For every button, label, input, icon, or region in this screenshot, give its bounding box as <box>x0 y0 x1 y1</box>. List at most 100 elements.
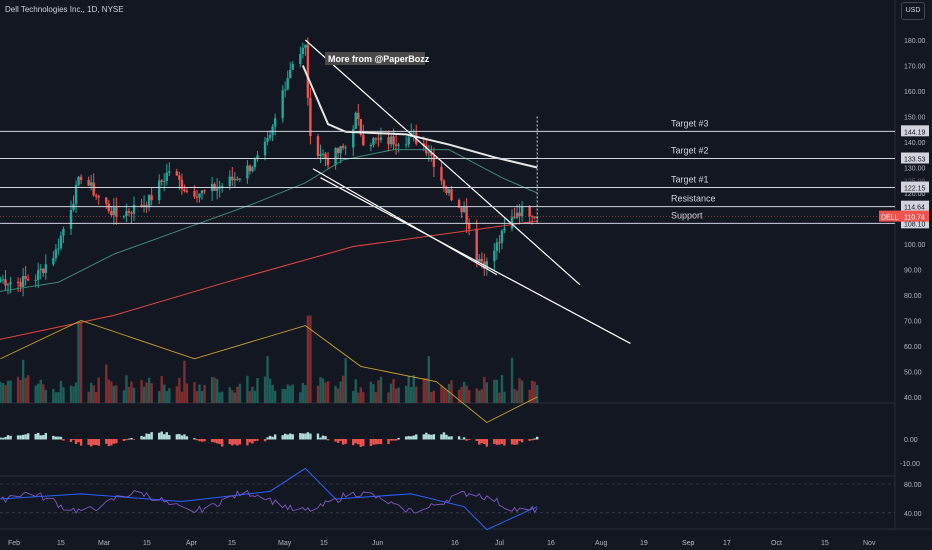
candle-body <box>301 47 305 55</box>
candle-body <box>44 264 47 273</box>
volume-bar <box>284 389 287 403</box>
volume-bar <box>306 315 310 403</box>
volume-bar <box>425 378 428 403</box>
macd-histogram-bar <box>284 433 287 440</box>
volume-bar <box>19 380 22 403</box>
volume-bar <box>198 384 201 403</box>
macd-histogram-bar <box>89 439 93 447</box>
macd-histogram-bar <box>110 439 113 446</box>
candle-body <box>291 64 294 70</box>
volume-bar <box>465 385 468 403</box>
macd-histogram-bar <box>263 439 267 442</box>
macd-histogram-bar <box>515 439 519 445</box>
macd-histogram-bar <box>306 432 310 440</box>
volume-bar <box>483 377 486 403</box>
candle-body <box>462 206 466 213</box>
candle-body <box>74 184 78 204</box>
macd-histogram-bar <box>475 439 478 441</box>
last-price-text: 110.74 <box>904 215 925 222</box>
candle-body <box>354 112 357 129</box>
candle-body <box>392 136 395 145</box>
volume-bar <box>236 386 239 403</box>
volume-bar <box>475 388 478 403</box>
candle-body <box>253 158 257 168</box>
volume-bar <box>142 386 146 403</box>
x-axis-label: Nov <box>863 540 876 547</box>
candle-body <box>4 279 7 286</box>
candle-body <box>57 248 60 250</box>
candle-body <box>321 153 325 155</box>
candle-body <box>183 189 186 192</box>
macd-histogram-bar <box>52 435 55 440</box>
volume-bar <box>319 377 322 403</box>
candle-body <box>92 182 95 196</box>
volume-bar <box>107 379 110 403</box>
candle-body <box>165 172 168 182</box>
level-price-tag <box>901 181 929 193</box>
macd-histogram-bar <box>1 437 5 440</box>
currency-button[interactable]: USD <box>901 2 925 20</box>
candle-body <box>374 138 378 140</box>
volume-bar <box>69 385 73 403</box>
macd-histogram-bar <box>221 439 224 447</box>
macd-histogram-bar <box>42 435 45 440</box>
volume-bar <box>62 387 65 403</box>
level-price-text: 114.64 <box>904 205 925 212</box>
level-price-text: 122.15 <box>904 186 926 193</box>
volume-bar <box>195 391 199 403</box>
macd-histogram-bar <box>115 439 118 444</box>
macd-histogram-bar <box>253 439 257 442</box>
level-label: Target #1 <box>671 175 709 185</box>
volume-bar <box>485 382 488 403</box>
macd-histogram-bar <box>407 436 410 440</box>
candle-body <box>54 249 58 259</box>
volume-bar <box>415 386 418 403</box>
candle-body <box>130 212 133 214</box>
candle-body <box>394 144 398 146</box>
macd-histogram-bar <box>236 439 239 446</box>
candle-body <box>284 89 287 91</box>
macd-histogram-bar <box>412 435 415 440</box>
macd-histogram-bar <box>422 434 425 440</box>
volume-bar <box>478 390 481 403</box>
candle-body <box>445 188 448 194</box>
level-price-tag <box>901 217 929 229</box>
macd-histogram-bar <box>394 439 398 441</box>
macd-histogram-bar <box>415 434 418 440</box>
volume-bar <box>480 389 483 403</box>
volume-bar <box>430 391 433 403</box>
candle-body <box>412 132 415 134</box>
macd-histogram-bar <box>251 439 254 444</box>
volume-bar <box>520 380 524 403</box>
volume-bar <box>493 379 496 403</box>
x-axis-label: 15 <box>821 540 829 547</box>
volume-bar <box>150 383 153 403</box>
macd-histogram-bar <box>107 439 110 447</box>
macd-histogram-bar <box>268 435 272 440</box>
macd-histogram-bar <box>286 434 289 440</box>
macd-histogram-bar <box>193 438 196 440</box>
macd-histogram-bar <box>460 438 463 440</box>
volume-bar <box>379 376 383 403</box>
volume-bar <box>218 392 221 403</box>
volume-bar <box>0 381 2 403</box>
candle-body <box>467 223 471 229</box>
macd-histogram-bar <box>233 439 236 445</box>
macd-histogram-bar <box>87 439 90 445</box>
macd-histogram-bar <box>465 439 468 441</box>
candle-body <box>359 119 362 135</box>
macd-histogram-bar <box>530 439 534 441</box>
candle-body <box>362 134 365 146</box>
volume-bar <box>268 378 272 403</box>
volume-bar <box>354 379 357 403</box>
macd-histogram-bar <box>503 439 506 446</box>
volume-bar <box>309 315 312 403</box>
macd-histogram-bar <box>180 435 184 440</box>
price-tick-label: 140.00 <box>904 140 926 147</box>
macd-histogram-bar <box>228 439 231 445</box>
candle-body <box>34 279 37 281</box>
macd-histogram-bar <box>0 437 2 440</box>
candle-body <box>110 211 113 216</box>
macd-histogram-bar <box>427 434 431 440</box>
